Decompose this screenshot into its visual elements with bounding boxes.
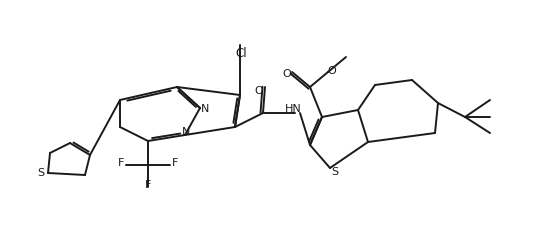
Text: HN: HN: [285, 104, 301, 114]
Text: N: N: [201, 104, 209, 114]
Text: F: F: [172, 158, 178, 168]
Text: N: N: [182, 127, 190, 137]
Text: Cl: Cl: [235, 47, 247, 59]
Text: O: O: [282, 69, 292, 79]
Text: F: F: [145, 180, 151, 190]
Text: F: F: [118, 158, 124, 168]
Text: O: O: [255, 86, 263, 96]
Text: O: O: [327, 66, 337, 76]
Text: S: S: [37, 168, 44, 178]
Text: S: S: [332, 167, 339, 177]
